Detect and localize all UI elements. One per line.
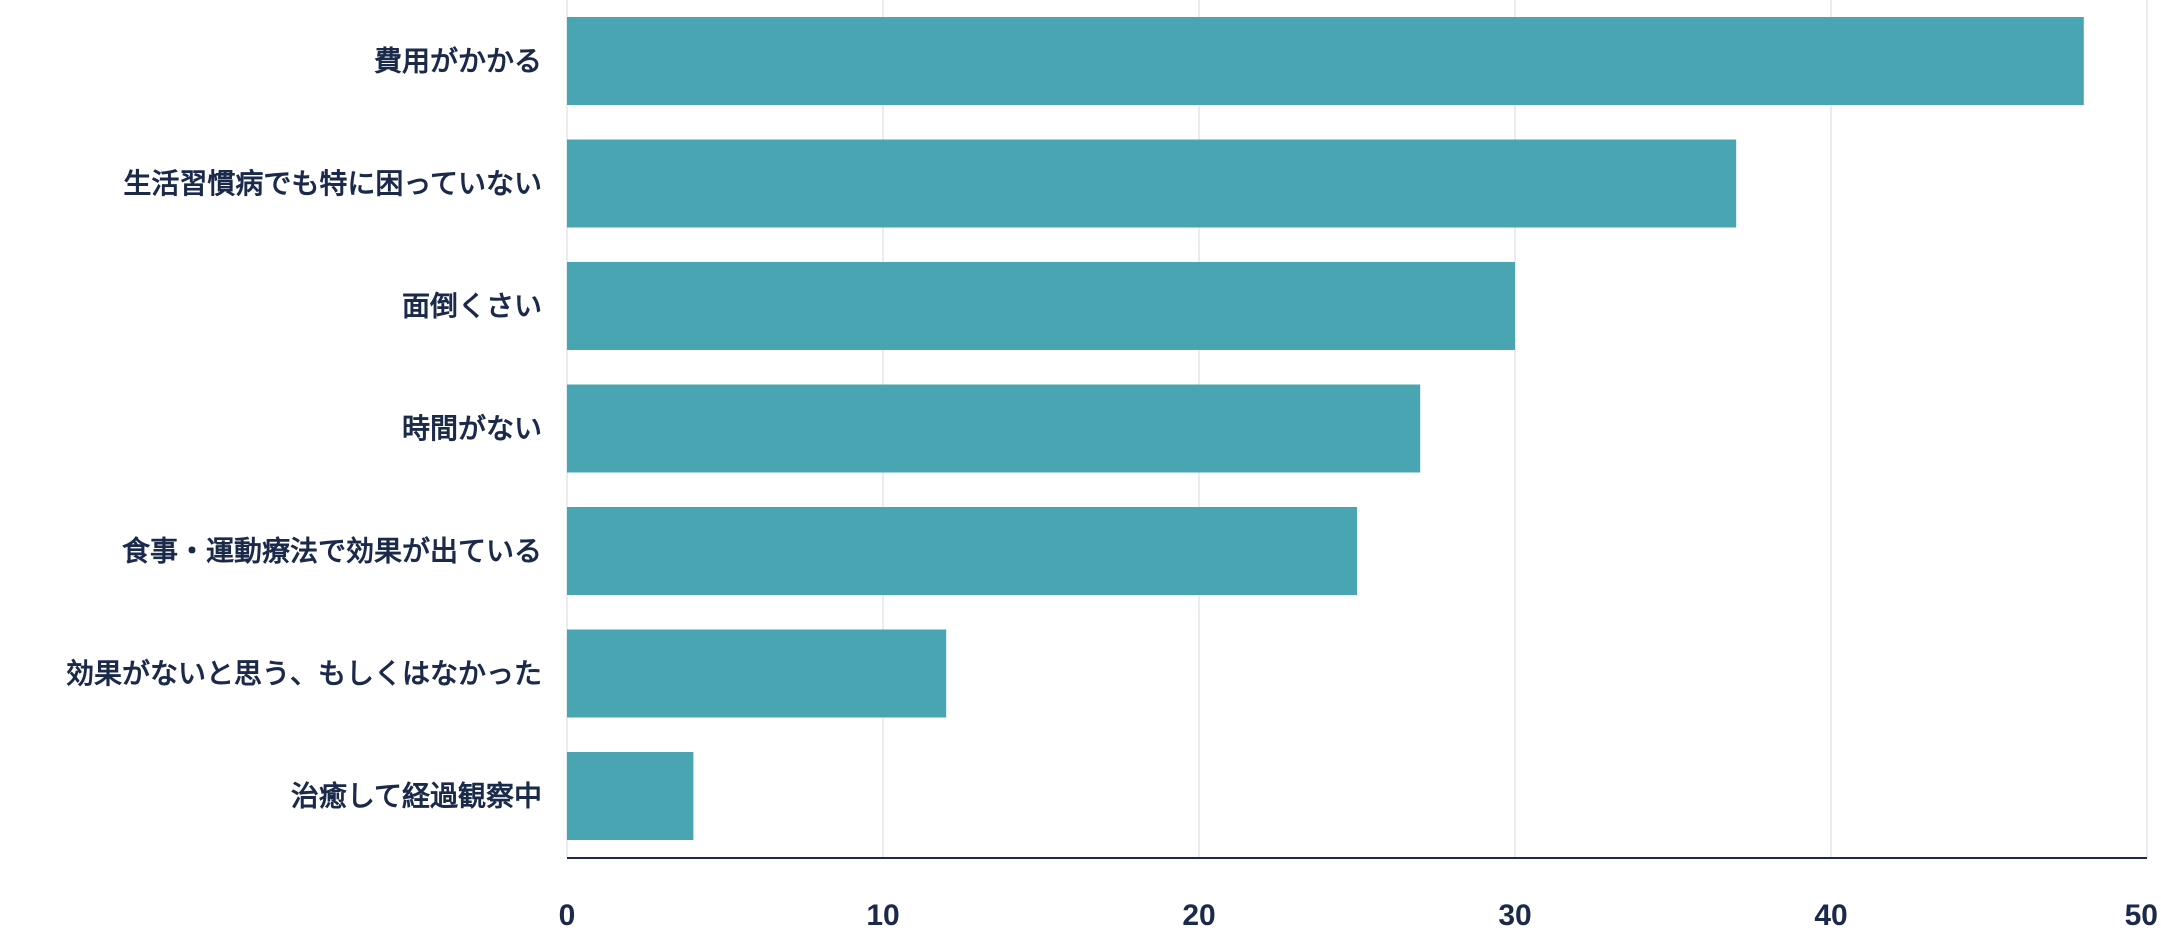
category-label-4: 時間がない xyxy=(402,412,542,445)
bar-4 xyxy=(567,384,1421,473)
bar-6 xyxy=(567,629,947,718)
category-labels: 費用がかかる生活習慣病でも特に困っていない面倒くさい時間がない食事・運動療法で効… xyxy=(66,45,542,813)
x-tick-labels: 0 10 20 30 40 50 xyxy=(559,899,2158,932)
category-label-1: 費用がかかる xyxy=(374,45,542,78)
x-tick-label-30: 30 xyxy=(1498,899,1531,932)
category-label-5: 食事・運動療法で効果が出ている xyxy=(122,535,542,568)
bar-1 xyxy=(567,17,2084,105)
bars xyxy=(567,17,2084,840)
category-label-6: 効果がないと思う、もしくはなかった xyxy=(66,657,542,690)
category-label-7: 治癒して経過観察中 xyxy=(291,780,542,813)
category-label-2: 生活習慣病でも特に困っていない xyxy=(123,167,542,200)
bar-7 xyxy=(567,752,694,840)
x-tick-label-20: 20 xyxy=(1182,899,1215,932)
bar-3 xyxy=(567,262,1515,350)
x-tick-label-0: 0 xyxy=(559,899,576,932)
bar-5 xyxy=(567,507,1357,595)
x-tick-label-10: 10 xyxy=(866,899,899,932)
bar-2 xyxy=(567,139,1737,228)
category-label-3: 面倒くさい xyxy=(402,290,542,323)
x-tick-label-40: 40 xyxy=(1814,899,1847,932)
x-tick-label-50: 50 xyxy=(2125,899,2158,932)
